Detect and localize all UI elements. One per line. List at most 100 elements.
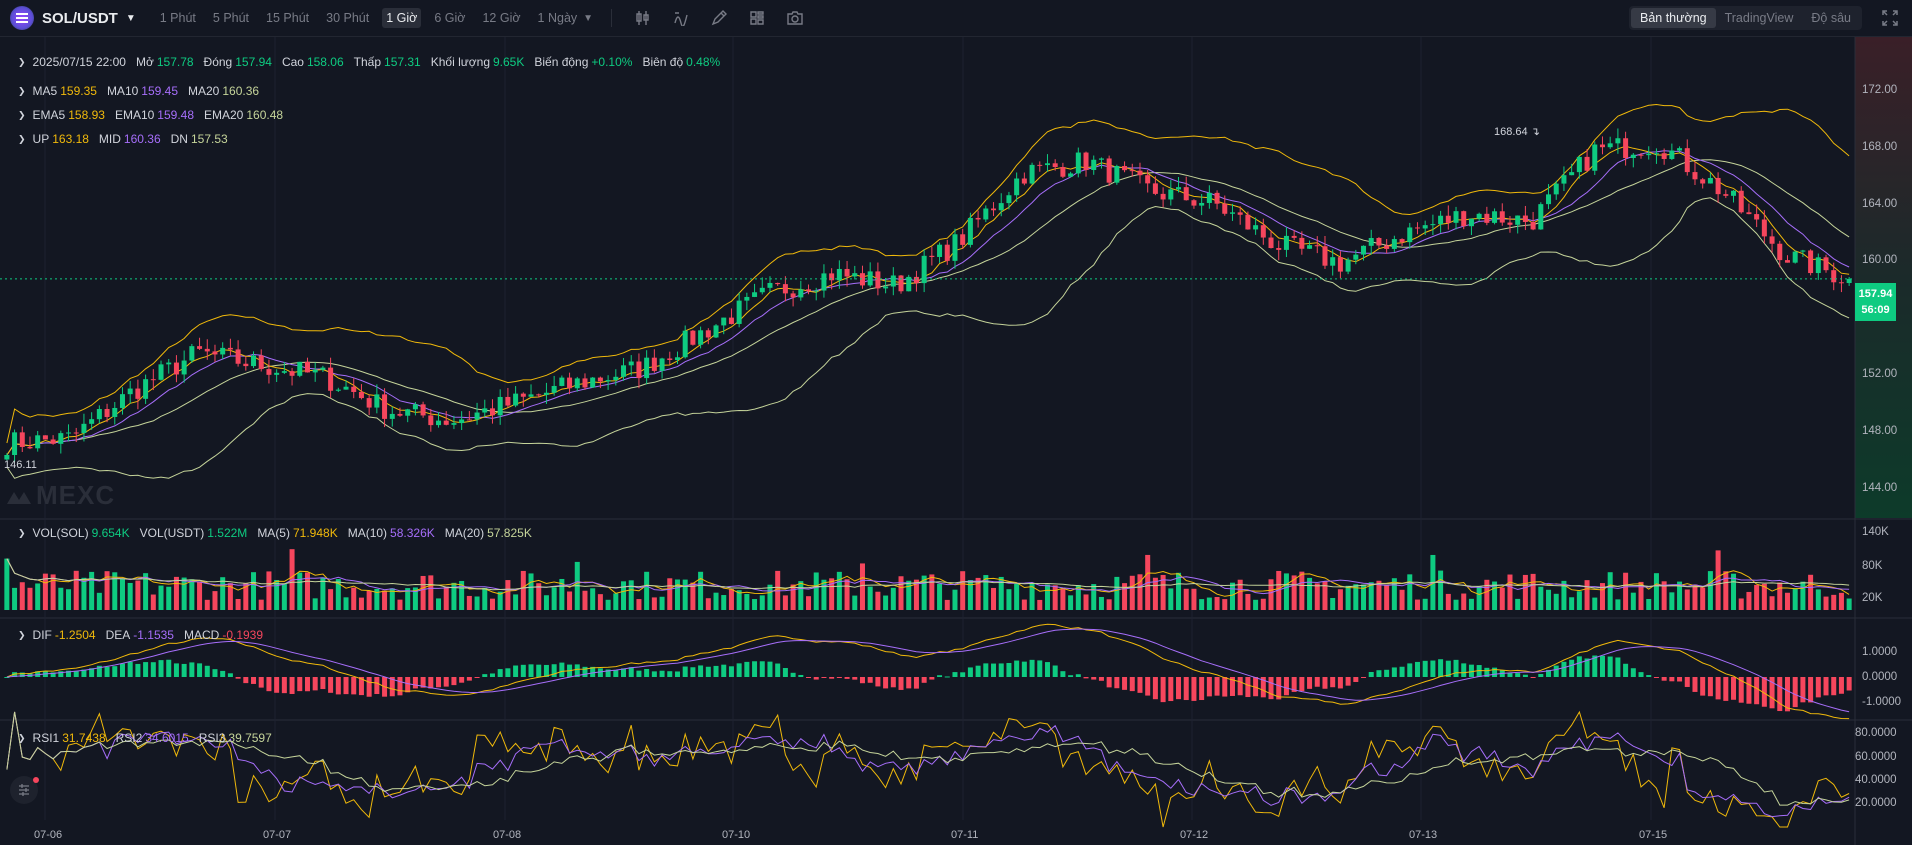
screenshot-icon[interactable] [786, 9, 804, 27]
macd-bar [143, 662, 149, 677]
volume-bar [489, 598, 495, 610]
tf-1m[interactable]: 1 Phút [159, 11, 196, 25]
symbol-dropdown-icon[interactable]: ▼ [125, 12, 136, 24]
collapse-icon[interactable]: ❯ [18, 133, 26, 144]
candle-body [1075, 152, 1081, 174]
volume-bar [1237, 579, 1243, 610]
view-normal-tab[interactable]: Bản thường [1630, 8, 1716, 28]
tf-30m[interactable]: 30 Phút [326, 11, 370, 25]
candle-body [744, 296, 750, 301]
collapse-icon[interactable]: ❯ [18, 85, 26, 96]
kline-chart[interactable] [0, 37, 1912, 845]
candle-body [428, 415, 434, 426]
candle-body [281, 371, 287, 373]
macd-bar [867, 677, 873, 683]
volume-bar [104, 571, 110, 610]
macd-bar [266, 677, 272, 692]
time-axis-label: 07-10 [722, 829, 751, 841]
ma10-value: 159.45 [141, 84, 178, 98]
volume-axis-label: 140K [1862, 526, 1889, 538]
view-tradingview-tab[interactable]: TradingView [1724, 11, 1794, 25]
macd-bar [1075, 674, 1081, 677]
volume-bar [1322, 581, 1328, 610]
time-axis-label: 07-06 [34, 829, 63, 841]
candle-body [181, 360, 187, 375]
candle-body [975, 217, 981, 220]
collapse-icon[interactable]: ❯ [18, 109, 26, 120]
macd-bar [574, 664, 580, 677]
tf-12h[interactable]: 12 Giờ [482, 11, 521, 25]
candle-body [1214, 192, 1220, 204]
price-axis-label: 164.00 [1862, 198, 1898, 210]
candle-body [1831, 270, 1837, 283]
tf-1h[interactable]: 1 Giờ [382, 8, 422, 28]
volume-bar [119, 578, 125, 610]
rsi-axis-label: 80.0000 [1855, 727, 1897, 739]
macd-bar [451, 677, 457, 686]
candle-body [166, 362, 172, 365]
volume-bar [42, 573, 48, 610]
candle-body [505, 396, 511, 406]
macd-bar [1407, 663, 1413, 677]
volume-bar [150, 594, 156, 610]
macd-bar [320, 677, 326, 690]
tf-5m[interactable]: 5 Phút [212, 11, 250, 25]
macd-bar [212, 669, 218, 677]
view-depth-tab[interactable]: Độ sâu [1811, 11, 1851, 25]
volume-bar [1823, 596, 1829, 610]
layout-icon[interactable] [748, 9, 766, 27]
tf-6h[interactable]: 6 Giờ [434, 11, 466, 25]
tf-15m[interactable]: 15 Phút [266, 11, 310, 25]
candle-body [1361, 245, 1367, 255]
draw-icon[interactable] [710, 9, 728, 27]
ema20-value: 160.48 [246, 108, 284, 122]
tf-1d[interactable]: 1 Ngày [537, 11, 578, 25]
candle-body [1515, 215, 1521, 225]
top-toolbar: SOL/USDT ▼ 1 Phút 5 Phút 15 Phút 30 Phút… [0, 0, 1912, 37]
macd-bar [1068, 675, 1074, 677]
fullscreen-icon[interactable] [1882, 10, 1898, 26]
collapse-icon[interactable]: ❯ [18, 732, 26, 743]
indicators-icon[interactable] [672, 9, 690, 27]
collapse-icon[interactable]: ❯ [18, 527, 26, 538]
macd-bar [304, 677, 310, 692]
macd-bar [952, 672, 958, 677]
macd-bar [1815, 677, 1821, 698]
candle-body [497, 396, 503, 416]
volume-bar [1538, 586, 1544, 610]
macd-bar [1214, 677, 1220, 696]
ma-legend: ❯ MA5 159.35 MA10 159.45 MA20 160.36 [18, 84, 269, 98]
volume-bar [1592, 597, 1598, 610]
collapse-icon[interactable]: ❯ [18, 56, 26, 67]
time-axis-label: 07-13 [1409, 829, 1438, 841]
candle-body [1322, 246, 1328, 266]
candle-body [227, 347, 233, 350]
macd-bar [1283, 677, 1289, 696]
volume-value: 9.65K [493, 55, 525, 69]
volume-bar [1106, 599, 1112, 610]
candle-body [1314, 245, 1320, 247]
macd-bar [728, 666, 734, 677]
candle-type-icon[interactable] [634, 9, 652, 27]
watermark-text: MEXC [36, 480, 116, 510]
ema5-label: EMA5 [32, 108, 66, 122]
volume-bar [1630, 592, 1636, 610]
volume-bar [443, 586, 449, 610]
symbol-name[interactable]: SOL/USDT [42, 9, 118, 27]
macd-bar [929, 677, 935, 680]
volume-bar [1731, 573, 1737, 610]
candle-body [536, 394, 542, 396]
ma10-label: MA10 [106, 84, 139, 98]
macd-bar [991, 663, 997, 677]
candle-body [189, 346, 195, 361]
candle-body [705, 330, 711, 338]
candle-body [1715, 177, 1721, 195]
rsi3-value: 39.7597 [228, 731, 272, 745]
timeframe-dropdown-icon[interactable]: ▼ [583, 12, 594, 24]
volume-bar [1068, 595, 1074, 610]
macd-bar [1700, 677, 1706, 696]
candle-body [42, 435, 48, 440]
volume-bar [405, 588, 411, 610]
collapse-icon[interactable]: ❯ [18, 629, 26, 640]
macd-bar [1731, 677, 1737, 700]
